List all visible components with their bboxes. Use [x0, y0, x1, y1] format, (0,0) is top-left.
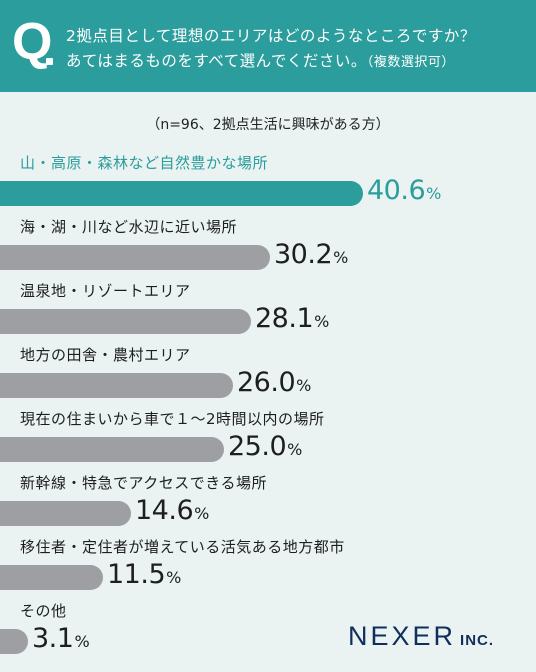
- category-label: 海・湖・川など水辺に近い場所: [20, 218, 238, 236]
- logo-main: NEXER: [348, 621, 457, 651]
- bar: [0, 629, 28, 654]
- bar: [0, 309, 251, 334]
- value-unit: %: [166, 568, 182, 587]
- value-number: 28.1: [255, 303, 314, 334]
- value-unit: %: [74, 632, 90, 651]
- value-label: 30.2%: [274, 241, 348, 268]
- value-unit: %: [194, 504, 210, 523]
- q-dot-mark: [46, 58, 53, 65]
- q-letter: Q: [12, 13, 53, 71]
- value-unit: %: [333, 248, 349, 267]
- value-number: 30.2: [274, 239, 333, 270]
- value-label: 26.0%: [237, 369, 311, 396]
- value-label: 25.0%: [228, 433, 302, 460]
- question-note: （複数選択可）: [366, 55, 455, 70]
- value-label: 11.5%: [107, 561, 181, 588]
- question-line-2-text: あてはまるものをすべて選んでください。: [66, 52, 367, 70]
- value-number: 26.0: [237, 367, 296, 398]
- question-line-2: あてはまるものをすべて選んでください。（複数選択可）: [66, 49, 455, 71]
- logo-sub: INC.: [460, 632, 495, 649]
- value-number: 11.5: [107, 559, 166, 590]
- value-unit: %: [296, 376, 312, 395]
- category-label: その他: [20, 602, 67, 620]
- value-number: 25.0: [228, 431, 287, 462]
- bar: [0, 245, 270, 270]
- category-label: 新幹線・特急でアクセスできる場所: [20, 474, 267, 492]
- question-header: Q 2拠点目として理想のエリアはどのようなところですか？ あてはまるものをすべて…: [0, 0, 536, 92]
- category-label: 山・高原・森林など自然豊かな場所: [20, 154, 269, 172]
- nexer-logo: NEXER INC.: [348, 621, 494, 652]
- value-unit: %: [287, 440, 303, 459]
- value-number: 3.1: [32, 623, 74, 654]
- category-label: 現在の住まいから車で１～2時間以内の場所: [20, 410, 325, 428]
- category-label: 温泉地・リゾートエリア: [20, 282, 191, 300]
- question-line-1: 2拠点目として理想のエリアはどのようなところですか？: [66, 27, 476, 45]
- category-label: 移住者・定住者が増えている活気ある地方都市: [20, 538, 345, 556]
- value-label: 40.6%: [367, 177, 441, 204]
- category-label: 地方の田舎・農村エリア: [20, 346, 191, 364]
- bar: [0, 565, 103, 590]
- value-label: 3.1%: [32, 625, 90, 652]
- value-unit: %: [426, 184, 442, 203]
- bar: [0, 181, 363, 206]
- value-unit: %: [314, 312, 330, 331]
- bar: [0, 373, 233, 398]
- sample-size-note: （n=96、2拠点生活に興味がある方）: [146, 117, 390, 133]
- value-label: 14.6%: [135, 497, 209, 524]
- value-number: 40.6: [367, 175, 426, 206]
- value-label: 28.1%: [255, 305, 329, 332]
- value-number: 14.6: [135, 495, 194, 526]
- bar: [0, 501, 131, 526]
- bar: [0, 437, 224, 462]
